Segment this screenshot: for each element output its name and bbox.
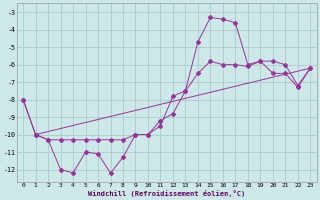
X-axis label: Windchill (Refroidissement éolien,°C): Windchill (Refroidissement éolien,°C) <box>88 190 245 197</box>
